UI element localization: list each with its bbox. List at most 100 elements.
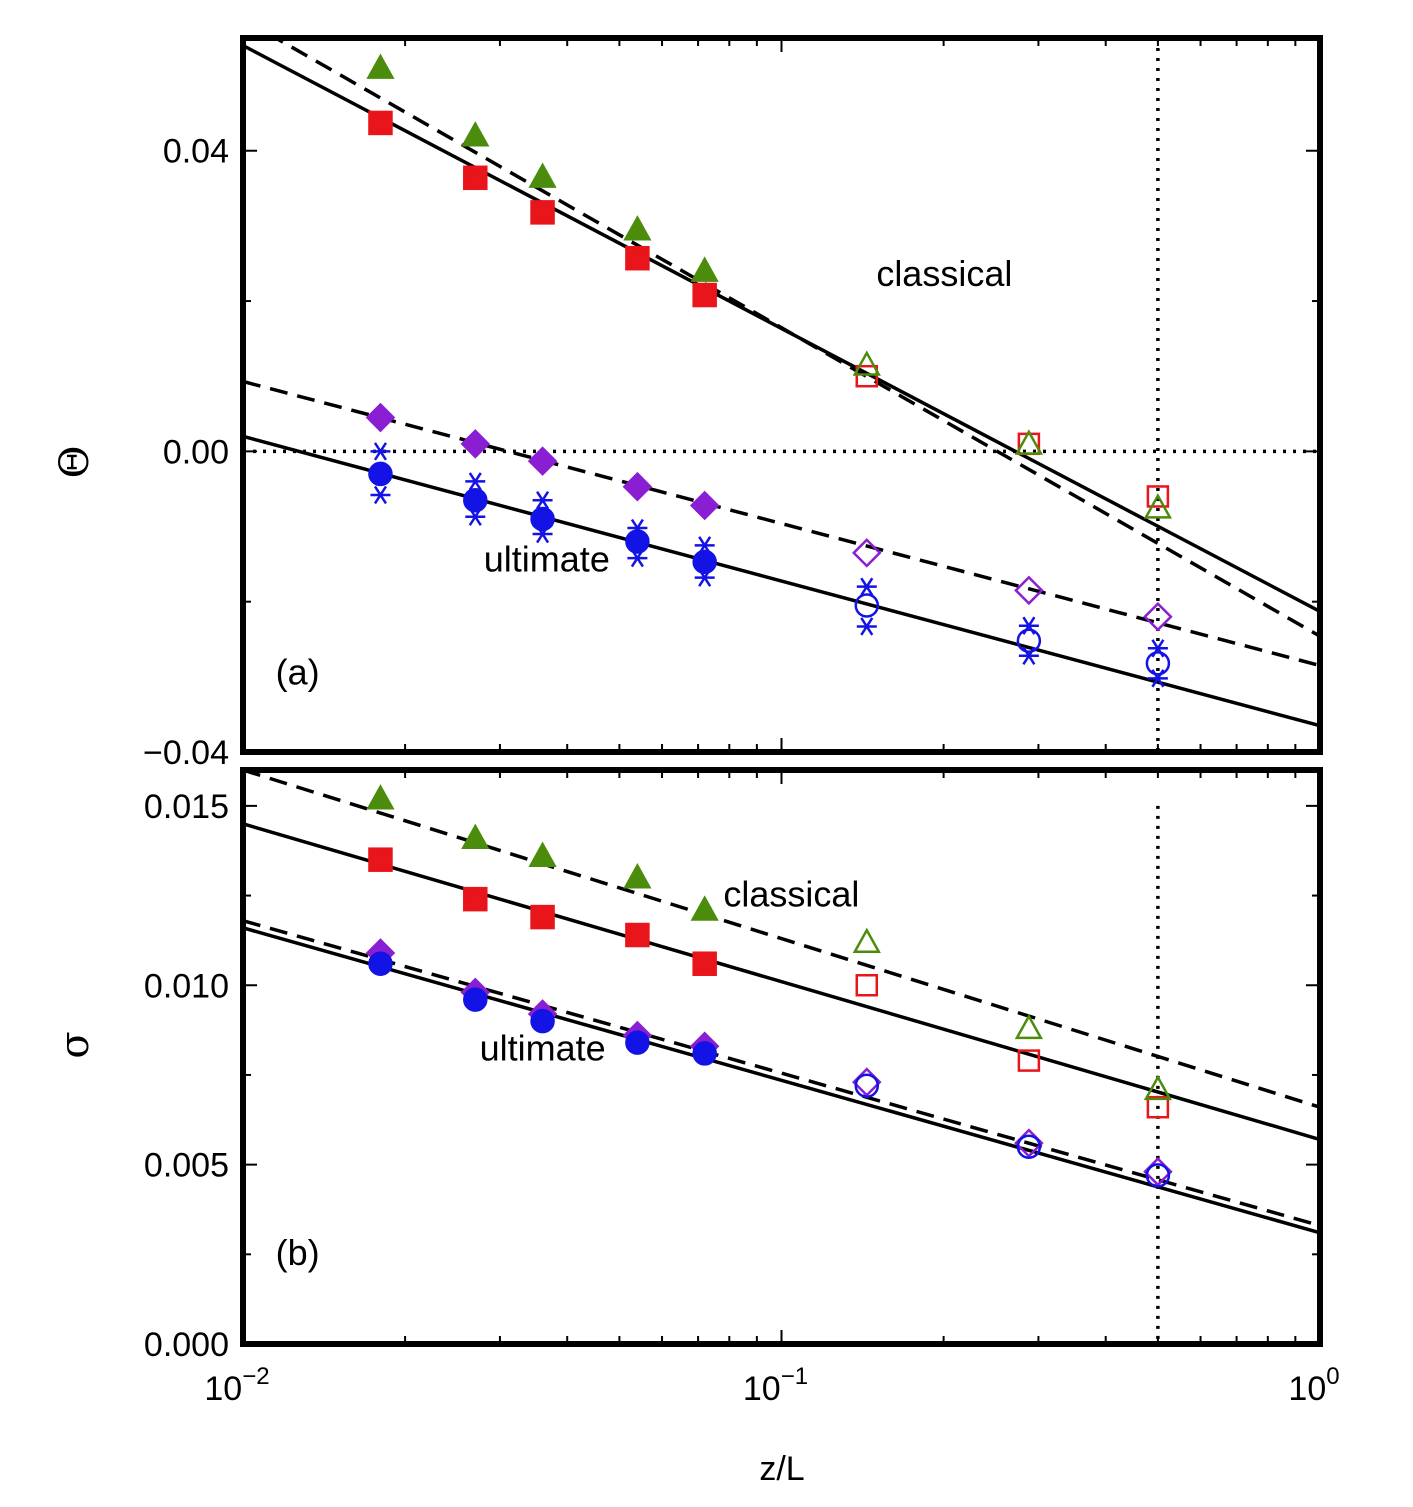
y-ticks [243, 804, 1320, 1345]
diamond-point [527, 446, 558, 476]
fit-line-dashed-0 [243, 770, 1320, 1109]
triangle-point [528, 841, 557, 867]
circle-point [625, 1030, 650, 1055]
square-point [368, 110, 393, 136]
asterisk-point [532, 491, 553, 510]
asterisk-point [532, 524, 553, 544]
triangle-point [1014, 1013, 1044, 1040]
y-tick-label: 0.04 [163, 133, 229, 171]
square-point [625, 245, 650, 271]
asterisk-point [627, 518, 648, 538]
square-point [625, 922, 650, 948]
circle-point [368, 461, 393, 487]
circle-point [530, 1008, 555, 1034]
y-tick-label: 0.000 [144, 1326, 229, 1364]
plot-frame [240, 35, 1323, 755]
triangle-point [852, 927, 881, 954]
asterisk-point [465, 507, 486, 526]
annotation-a: (a) [276, 651, 320, 692]
annotation-ultimate: ultimate [484, 539, 610, 580]
annotation-ultimate: ultimate [480, 1028, 606, 1069]
circle-point [1016, 628, 1042, 654]
square-point [1017, 1049, 1041, 1072]
circle-point [463, 987, 488, 1012]
square-point [692, 282, 717, 308]
triangle-point [461, 121, 490, 147]
x-tick-label: 100 [1288, 1363, 1339, 1408]
circle-point [368, 951, 393, 976]
triangle-point [623, 215, 652, 241]
triangle-point [1143, 1074, 1173, 1101]
triangle-point [366, 784, 395, 810]
square-point [463, 165, 488, 191]
y-ticks [243, 149, 1320, 753]
square-point [1146, 485, 1170, 508]
square-point [530, 200, 555, 225]
circle-point [1016, 1134, 1042, 1159]
triangle-point [1143, 493, 1173, 519]
x-tick-label: 10−1 [743, 1363, 808, 1408]
square-point [463, 886, 488, 912]
asterisk-point [856, 577, 877, 596]
y-tick-label: 0.00 [163, 433, 229, 471]
circle-point [1145, 1163, 1171, 1188]
x-axis-label: z/L [759, 1450, 804, 1488]
circle-point [530, 506, 555, 532]
circle-point [692, 1041, 717, 1066]
fit-line-dashed-2 [243, 918, 1320, 1228]
y-tick-label: 0.015 [144, 788, 229, 826]
asterisk-point [856, 617, 877, 636]
diamond-point [852, 538, 882, 568]
circle-point [692, 549, 717, 575]
square-point [855, 974, 879, 997]
y-tick-label: 0.005 [144, 1147, 229, 1185]
diamond-point [365, 402, 396, 433]
square-point [692, 951, 717, 976]
asterisk-point [627, 548, 648, 568]
circle-point [854, 1073, 880, 1098]
x-ticks [242, 38, 1321, 752]
circle-point [463, 487, 488, 513]
fit-line-solid-3 [243, 434, 1320, 728]
diamond-point [1014, 575, 1044, 606]
x-tick-label: 10−2 [204, 1363, 269, 1408]
circle-point [625, 529, 650, 554]
square-point [530, 904, 555, 930]
x-ticks [242, 770, 1321, 1344]
diamond-point [460, 429, 491, 459]
y-tick-label: −0.04 [143, 734, 229, 772]
triangle-point [623, 863, 652, 889]
annotation-b: (b) [276, 1232, 320, 1273]
diamond-point [622, 471, 653, 502]
square-point [855, 364, 879, 388]
asterisk-point [370, 442, 391, 461]
triangle-point [1014, 429, 1044, 455]
diamond-point [1143, 601, 1173, 632]
asterisk-point [1018, 616, 1039, 635]
fit-line-solid-1 [243, 822, 1320, 1142]
diamond-point [689, 490, 720, 521]
y-tick-label: 0.010 [144, 967, 229, 1005]
square-point [368, 847, 393, 872]
triangle-point [690, 895, 719, 921]
triangle-point [528, 162, 557, 188]
asterisk-point [370, 485, 391, 505]
triangle-point [366, 53, 395, 79]
asterisk-point [1147, 669, 1168, 688]
fit-line-solid-3 [243, 926, 1320, 1235]
asterisk-point [465, 472, 486, 491]
fit-line-dashed-1 [272, 38, 1320, 638]
panel-a: 0.04 0.00 −0.04 classical ultimate (a) Θ [52, 35, 1323, 772]
fit-line-dashed-2 [243, 379, 1320, 668]
triangle-point [690, 256, 719, 282]
annotation-classical: classical [876, 253, 1012, 294]
asterisk-point [1018, 646, 1039, 665]
triangle-point [461, 823, 490, 850]
plot-area [243, 38, 1320, 752]
y-axis-label: σ [52, 1031, 98, 1058]
asterisk-point [694, 536, 715, 555]
plot-area [243, 770, 1320, 1344]
circle-point [854, 593, 880, 618]
